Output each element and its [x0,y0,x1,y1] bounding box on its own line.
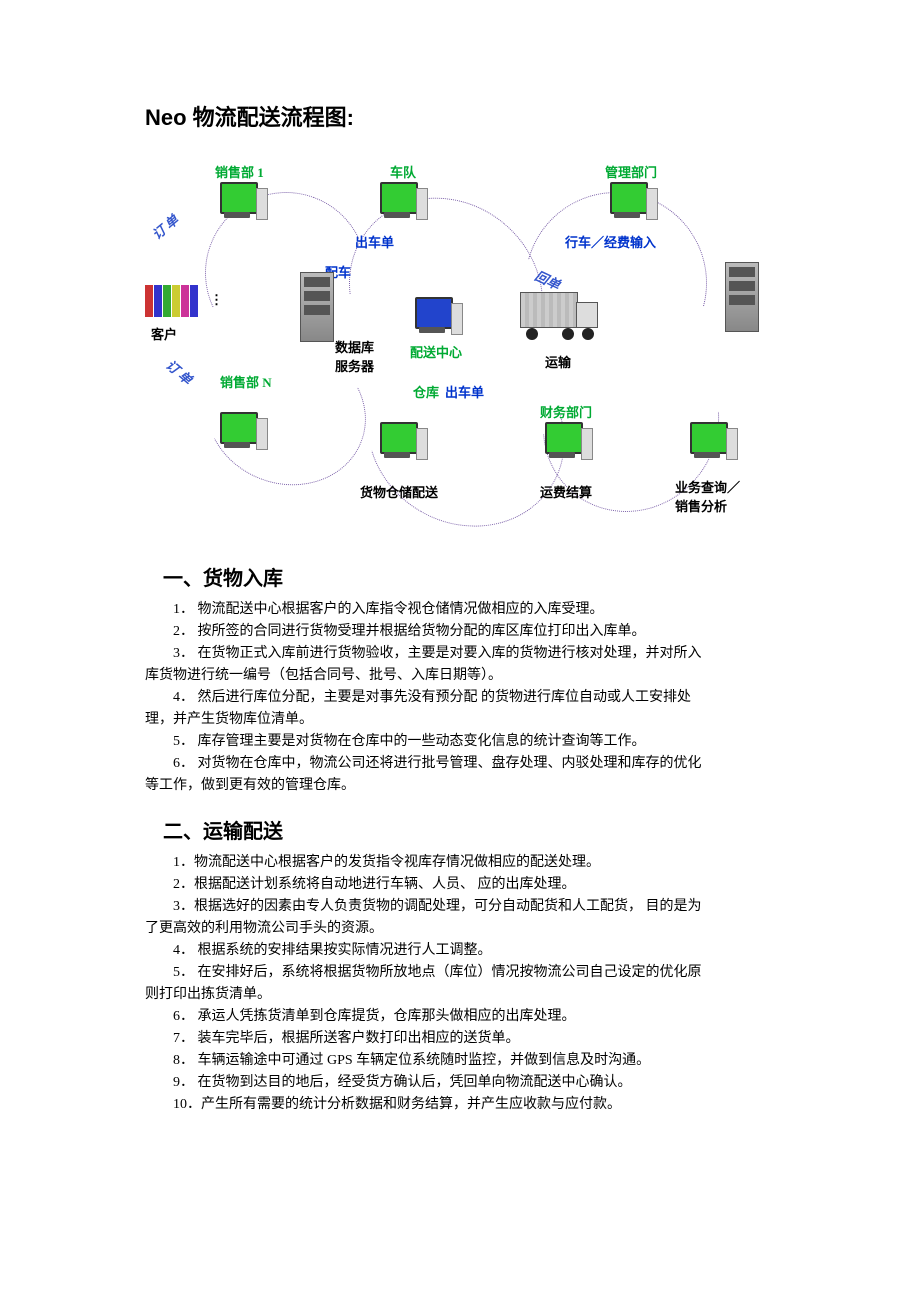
section2-heading: 二、运输配送 [163,815,775,844]
computer-icon [690,422,738,464]
label-transport: 运输 [545,352,571,371]
computer-icon [610,182,658,224]
computer-icon [220,412,268,454]
server-icon [725,262,759,332]
s2-item: 5． 在安排好后，系统将根据货物所放地点（库位）情况按物流公司自己设定的优化原 [145,962,775,984]
label-finance: 财务部门 [540,402,592,421]
s2-item-cont: 了更高效的利用物流公司手头的资源。 [145,918,775,940]
computer-icon [380,422,428,464]
people-icon [145,277,205,317]
s2-item: 7． 装车完毕后，根据所送客户数打印出相应的送货单。 [145,1028,775,1050]
label-customer: 客户 [151,324,177,343]
s1-item: 5． 库存管理主要是对货物在仓库中的一些动态变化信息的统计查询等工作。 [145,731,775,753]
page: Neo 物流配送流程图: 销售部 1 车队 管理部门 订 单 出车单 行车／经费… [0,0,920,1302]
s2-item: 9． 在货物到达目的地后，经受货方确认后，凭回单向物流配送中心确认。 [145,1072,775,1094]
s1-item-cont: 理，并产生货物库位清单。 [145,709,775,731]
s1-item-cont: 库货物进行统一编号（包括合同号、批号、入库日期等）。 [145,665,775,687]
label-mgmt: 管理部门 [605,162,657,181]
s2-item: 2．根据配送计划系统将自动地进行车辆、人员、 应的出库处理。 [145,874,775,896]
s2-item: 6． 承运人凭拣货清单到仓库提货，仓库那头做相应的出库处理。 [145,1006,775,1028]
label-db: 数据库 服务器 [335,337,374,375]
s1-item: 4． 然后进行库位分配，主要是对事先没有预分配 的货物进行库位自动或人工安排处 [145,687,775,709]
label-sales1: 销售部 1 [215,162,264,181]
truck-icon [520,292,600,340]
s2-item: 10．产生所有需要的统计分析数据和财务结算，并产生应收款与应付款。 [145,1094,775,1116]
label-freight: 运费结算 [540,482,592,501]
flow-diagram: 销售部 1 车队 管理部门 订 单 出车单 行车／经费输入 配车 回单 ⋮ 客户… [145,162,775,522]
label-fleet: 车队 [390,162,416,181]
s2-item: 3．根据选好的因素由专人负责货物的调配处理，可分自动配货和人工配货， 目的是为 [145,896,775,918]
computer-icon [220,182,268,224]
label-order1: 订 单 [147,210,182,243]
s2-item: 4． 根据系统的安排结果按实际情况进行人工调整。 [145,940,775,962]
label-dist-center: 配送中心 [410,342,462,361]
s2-item-cont: 则打印出拣货清单。 [145,984,775,1006]
label-salesN: 销售部 N [220,372,272,391]
label-dispatch2: 出车单 [445,382,484,401]
label-warehouse: 仓库 [413,382,439,401]
label-vehicle-input: 行车／经费输入 [565,232,656,251]
s1-item: 6． 对货物在仓库中，物流公司还将进行批号管理、盘存处理、内驳处理和库存的优化 [145,753,775,775]
label-dots: ⋮ [210,292,223,308]
s2-item: 1．物流配送中心根据客户的发货指令视库存情况做相应的配送处理。 [145,852,775,874]
section1-heading: 一、货物入库 [163,562,775,591]
s1-item: 1． 物流配送中心根据客户的入库指令视仓储情况做相应的入库受理。 [145,599,775,621]
s1-item-cont: 等工作，做到更有效的管理仓库。 [145,775,775,797]
computer-icon [415,297,463,339]
label-biz-query: 业务查询／ 销售分析 [675,477,740,515]
page-title: Neo 物流配送流程图: [145,100,775,132]
server-icon [300,272,334,342]
computer-icon [380,182,428,224]
computer-icon [545,422,593,464]
s1-item: 2． 按所签的合同进行货物受理并根据给货物分配的库区库位打印出入库单。 [145,621,775,643]
s2-item: 8． 车辆运输途中可通过 GPS 车辆定位系统随时监控，并做到信息及时沟通。 [145,1050,775,1072]
label-dispatch1: 出车单 [355,232,394,251]
label-order2: 订 单 [162,355,197,388]
label-goods-wh: 货物仓储配送 [360,482,438,501]
s1-item: 3． 在货物正式入库前进行货物验收，主要是对要入库的货物进行核对处理，并对所入 [145,643,775,665]
